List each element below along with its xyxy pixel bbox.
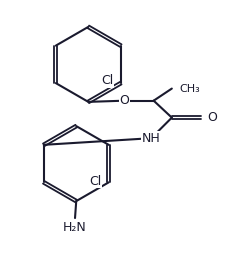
Text: H₂N: H₂N <box>63 221 87 234</box>
Text: CH₃: CH₃ <box>179 84 200 94</box>
Text: O: O <box>207 111 217 124</box>
Text: NH: NH <box>142 132 161 145</box>
Text: Cl: Cl <box>101 74 114 87</box>
Text: Cl: Cl <box>89 175 102 188</box>
Text: O: O <box>120 94 129 107</box>
